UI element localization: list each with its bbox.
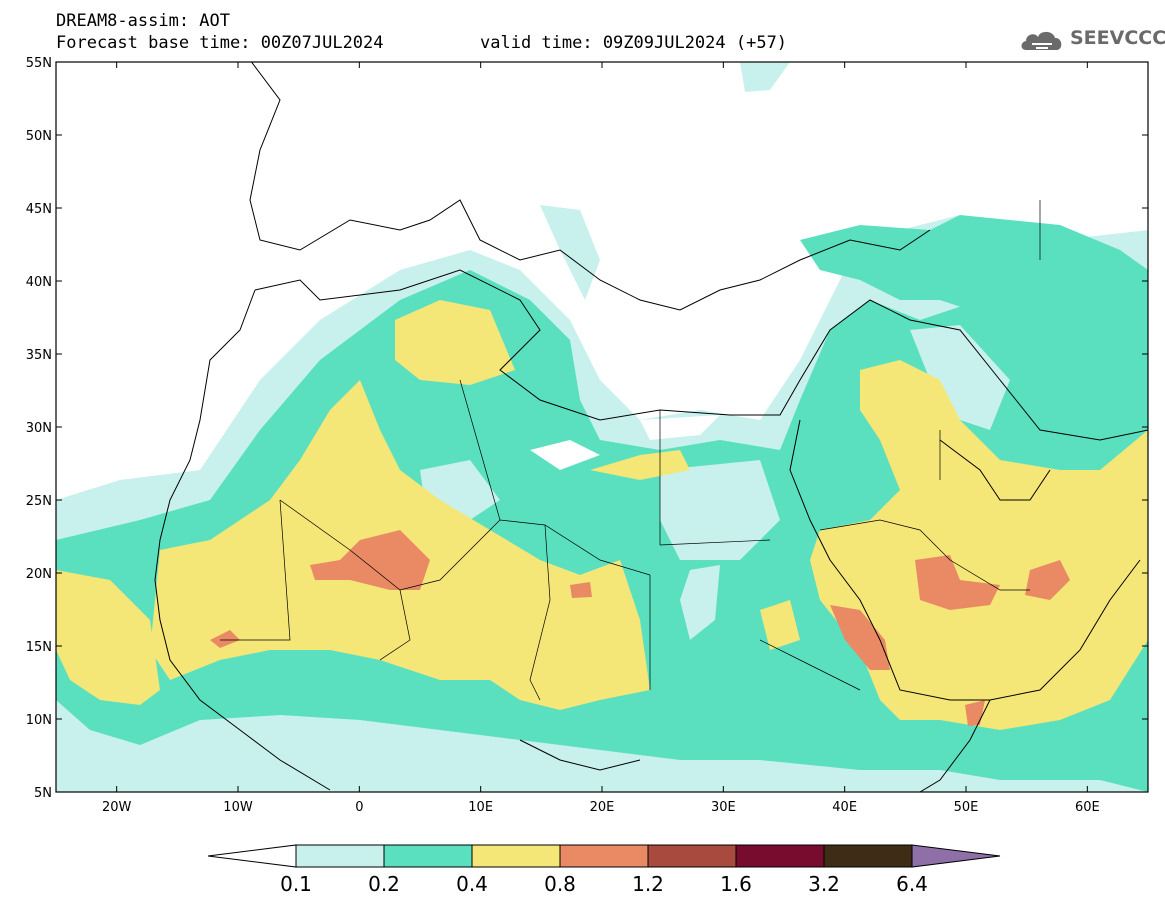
lon-tick-label: 0 <box>355 800 363 815</box>
lon-tick-label: 20W <box>102 800 132 815</box>
lat-tick-label: 45N <box>26 202 52 217</box>
lon-tick-label: 40E <box>832 800 857 815</box>
lat-tick-label: 20N <box>26 567 52 582</box>
valid-time: valid time: 09Z09JUL2024 (+57) <box>480 33 788 53</box>
colorbar-label: 0.8 <box>544 872 576 896</box>
colorbar-label: 0.1 <box>280 872 312 896</box>
lat-tick-label: 15N <box>26 640 52 655</box>
colorbar-segment <box>383 844 473 868</box>
lon-tick-label: 60E <box>1075 800 1100 815</box>
colorbar-segment <box>471 844 561 868</box>
aot-contours <box>56 62 1148 792</box>
colorbar-label: 0.4 <box>456 872 488 896</box>
logo-text: SEEVCCC <box>1070 27 1165 49</box>
colorbar-segment <box>735 844 825 868</box>
forecast-base-time: Forecast base time: 00Z07JUL2024 <box>56 33 384 53</box>
cloud-icon <box>1021 31 1062 50</box>
country-borders <box>220 200 1041 701</box>
colorbar-segment <box>295 844 385 868</box>
colorbar-label: 1.2 <box>632 872 664 896</box>
colorbar-label: 1.6 <box>720 872 752 896</box>
latitude-axis: 5N 10N 15N 20N 25N 30N 35N 40N 45N 50N 55N <box>26 56 1148 801</box>
colorbar-segment <box>823 844 913 868</box>
lat-tick-label: 10N <box>26 713 52 728</box>
colorbar-segment <box>559 844 649 868</box>
colorbar: 0.1 0.2 0.4 0.8 1.2 1.6 3.2 6.4 <box>207 844 1001 896</box>
lat-tick-label: 25N <box>26 494 52 509</box>
lat-tick-label: 30N <box>26 421 52 436</box>
lat-tick-label: 50N <box>26 129 52 144</box>
lat-tick-label: 5N <box>34 786 52 801</box>
lon-tick-label: 50E <box>954 800 979 815</box>
lat-tick-label: 35N <box>26 348 52 363</box>
lon-tick-label: 30E <box>711 800 736 815</box>
lon-tick-label: 10E <box>468 800 493 815</box>
lon-tick-label: 20E <box>590 800 615 815</box>
lon-tick-label: 10W <box>223 800 253 815</box>
map-title: DREAM8-assim: AOT <box>56 11 230 31</box>
lat-tick-label: 55N <box>26 56 52 71</box>
colorbar-low-arrow <box>207 844 297 868</box>
longitude-axis: 20W 10W 0 10E 20E 30E 40E 50E 60E <box>102 62 1100 815</box>
colorbar-label: 6.4 <box>896 872 928 896</box>
colorbar-label: 3.2 <box>808 872 840 896</box>
colorbar-segment <box>647 844 737 868</box>
lat-tick-label: 40N <box>26 275 52 290</box>
colorbar-label: 0.2 <box>368 872 400 896</box>
colorbar-high-arrow <box>911 844 1001 868</box>
